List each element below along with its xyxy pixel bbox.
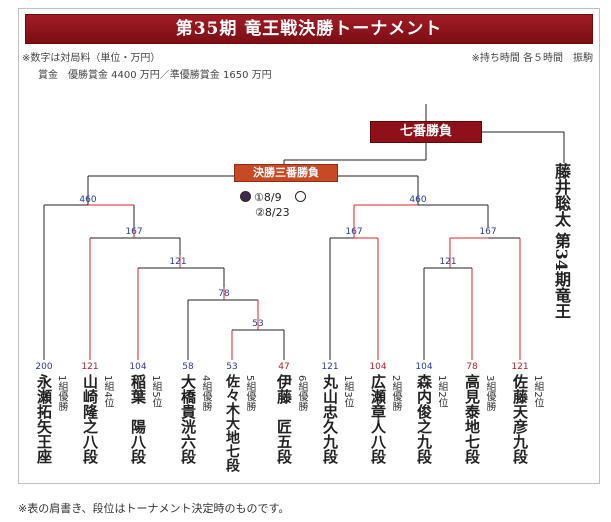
fee-qf-left: 121 [169, 257, 187, 267]
fee-r53: 53 [252, 319, 264, 329]
defending-champion: 藤井聡太 第34期竜王 [552, 163, 571, 319]
page-title: 第35期 竜王戦決勝トーナメント [25, 14, 593, 44]
fee-semi-left: 167 [125, 227, 143, 237]
fee-semi-right-a: 167 [345, 227, 363, 237]
white-stone-icon [295, 191, 307, 202]
final-date-2: ②8/23 [255, 206, 290, 219]
time-note: ※持ち時間 各５時間 振駒 [471, 53, 593, 64]
footer-note: ※表の肩書き、段位はトーナメント決定時のものです。 [18, 502, 290, 515]
prize-note: 賞金 優勝賞金 4400 万円／準優勝賞金 1650 万円 [38, 70, 272, 81]
tournament-frame: 第35期 竜王戦決勝トーナメント [18, 8, 600, 484]
fee-r78: 78 [218, 289, 230, 299]
title-match-label: 七番勝負 [370, 121, 482, 143]
fee-final-right: 460 [409, 195, 427, 205]
fee-note: ※数字は対局料（単位・万円） [22, 53, 161, 64]
black-stone-icon [240, 191, 251, 202]
final-date-1: ①8/9 [240, 190, 309, 205]
fee-qf-right: 121 [439, 257, 457, 267]
fee-semi-right-b: 167 [479, 227, 497, 237]
fee-final-left: 460 [79, 195, 97, 205]
final-match-label: 決勝三番勝負 [234, 164, 338, 182]
final-dates: ①8/9 ②8/23 [240, 190, 309, 220]
